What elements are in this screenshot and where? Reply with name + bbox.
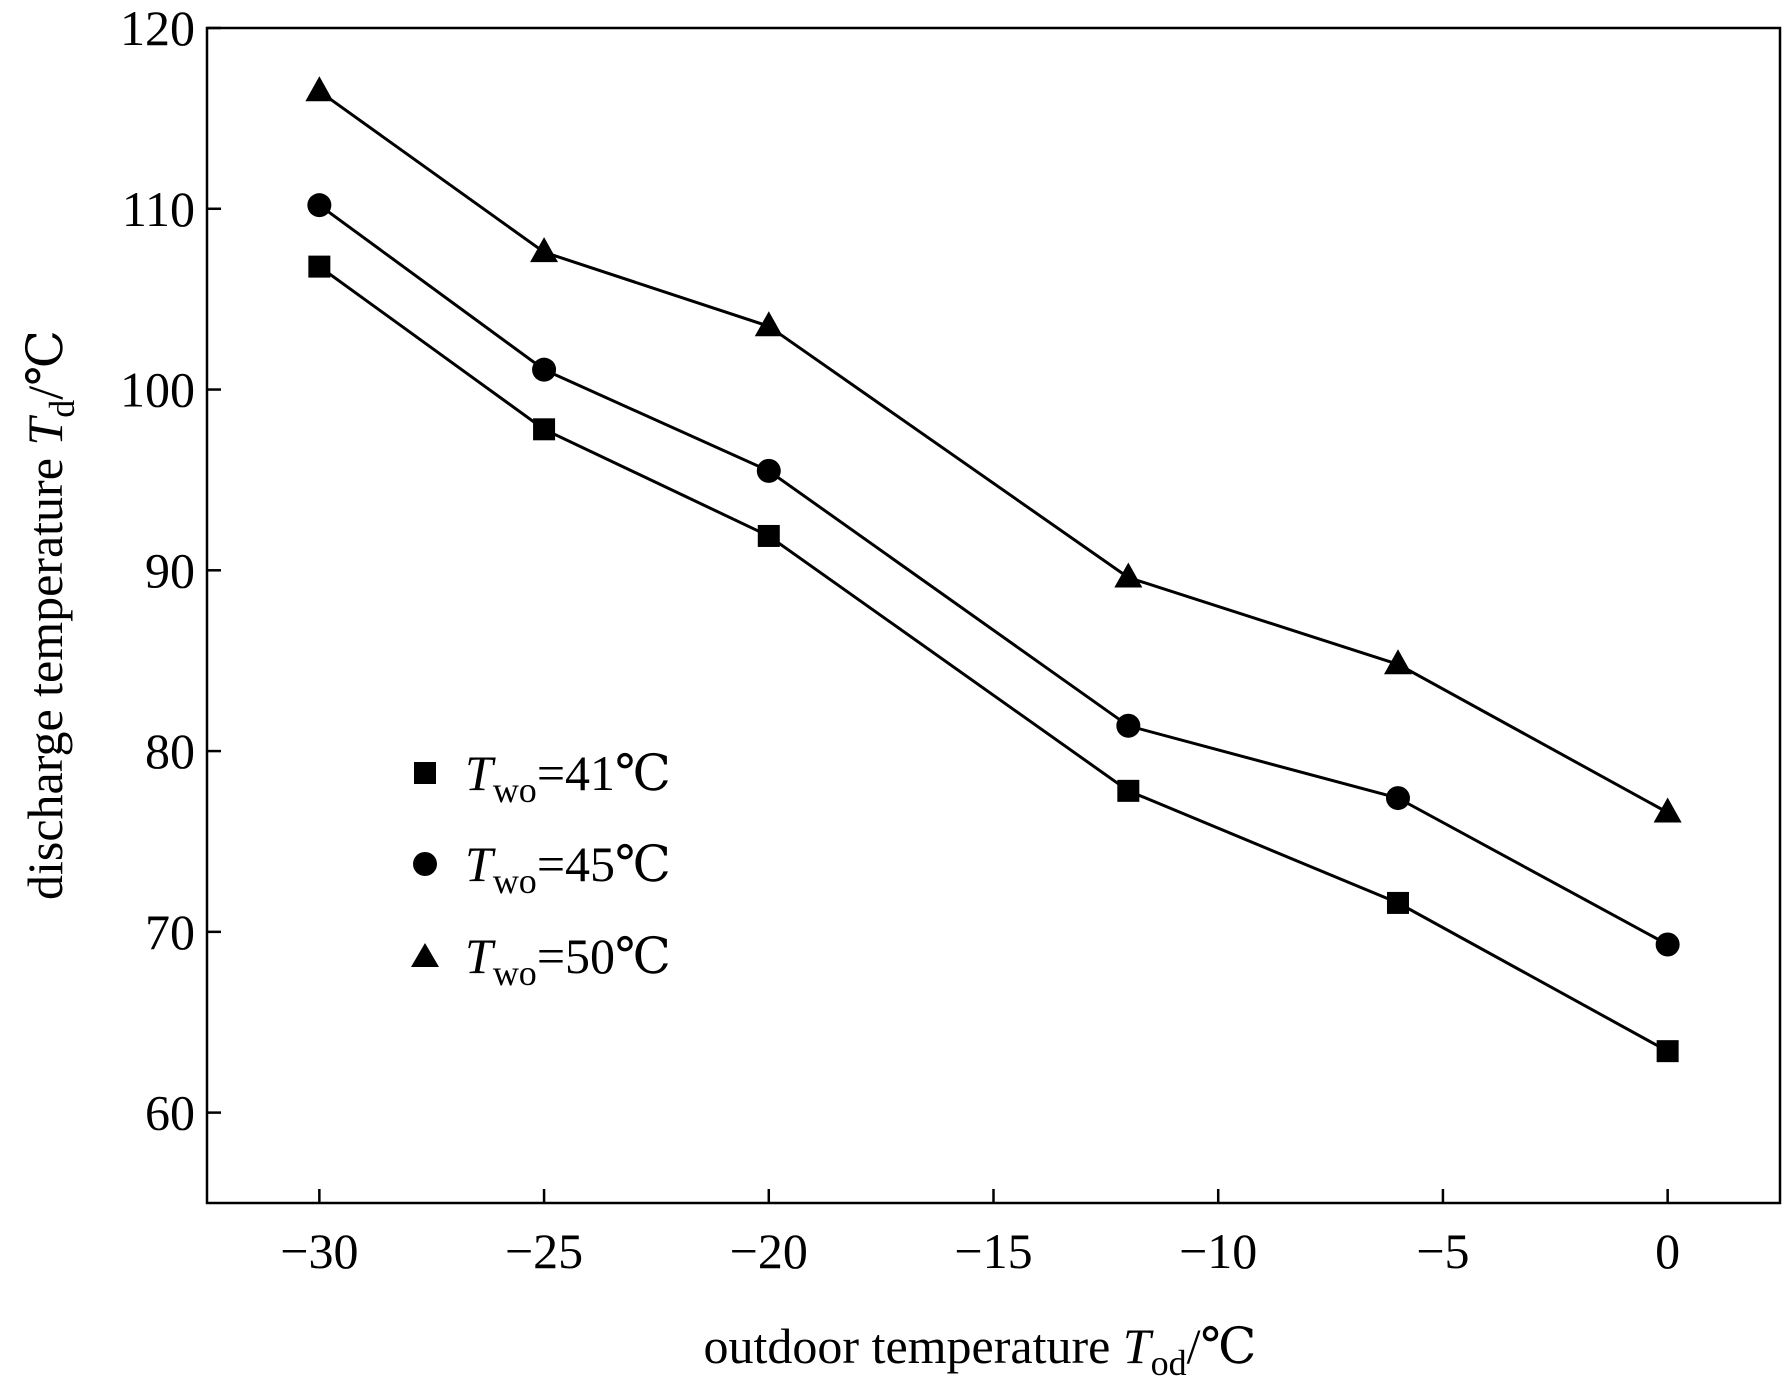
y-tick-label: 90 [145, 542, 195, 598]
legend-item-45: Two=45℃ [413, 836, 671, 901]
data-point-triangle [530, 237, 559, 263]
y-tick-label: 70 [145, 904, 195, 960]
series-line [318, 265, 1669, 1053]
data-point-square [1656, 1040, 1679, 1063]
y-axis-title-sub: d [42, 400, 82, 418]
x-tick-label: −10 [1179, 1223, 1257, 1279]
data-point-triangle [754, 311, 783, 337]
legend: Two=41℃ Two=45℃ Two=50℃ [411, 745, 671, 993]
data-point-triangle [305, 76, 334, 102]
y-axis-title-var: T [17, 415, 73, 446]
data-point-triangle [1114, 562, 1143, 588]
x-axis: −30 −25 −20 −15 −10 −5 0 [280, 1189, 1680, 1279]
data-point-triangle [1653, 797, 1682, 823]
legend-label-45: Two=45℃ [465, 836, 671, 901]
series-line [318, 203, 1669, 946]
data-point-triangle [1383, 649, 1412, 675]
x-axis-title-var: T [1123, 1318, 1154, 1374]
data-point-circle [532, 357, 557, 382]
y-axis-title-suffix: /℃ [17, 330, 73, 400]
x-tick-label: −15 [954, 1223, 1032, 1279]
legend-square-marker [414, 762, 436, 784]
x-axis-title-suffix: /℃ [1187, 1318, 1257, 1374]
data-point-circle [756, 458, 781, 483]
y-tick-label: 80 [145, 723, 195, 779]
x-axis-title-sub: od [1151, 1343, 1187, 1383]
x-axis-title: outdoor temperature Tod/℃ [704, 1318, 1257, 1383]
y-tick-label: 120 [120, 0, 195, 56]
data-point-square [308, 255, 331, 278]
data-point-square [1386, 891, 1409, 914]
y-tick-label: 60 [145, 1085, 195, 1141]
x-tick-label: 0 [1655, 1223, 1680, 1279]
data-point-square [757, 524, 780, 547]
series-layer [305, 76, 1682, 1063]
data-point-circle [1385, 786, 1410, 811]
y-axis-title-prefix: discharge temperature [17, 446, 73, 900]
y-tick-label: 100 [120, 362, 195, 418]
data-point-square [1117, 779, 1140, 802]
y-axis-title: discharge temperature Td/℃ [17, 330, 82, 900]
x-axis-title-prefix: outdoor temperature [704, 1318, 1123, 1374]
series-line [318, 90, 1669, 814]
x-tick-label: −5 [1416, 1223, 1469, 1279]
plot-frame [205, 26, 1782, 1205]
data-point-circle [1116, 713, 1141, 738]
legend-item-50: Two=50℃ [411, 928, 671, 993]
legend-triangle-marker [411, 943, 439, 967]
data-point-circle [307, 193, 332, 218]
legend-label-50: Two=50℃ [465, 928, 671, 993]
legend-item-41: Two=41℃ [414, 745, 671, 810]
data-point-square [533, 418, 556, 441]
y-tick-label: 110 [122, 181, 195, 237]
y-axis: 60 70 80 90 100 110 120 [120, 0, 221, 1141]
x-tick-label: −20 [730, 1223, 808, 1279]
x-tick-label: −30 [280, 1223, 358, 1279]
legend-label-41: Two=41℃ [465, 745, 671, 810]
x-tick-label: −25 [505, 1223, 583, 1279]
data-point-circle [1655, 932, 1680, 957]
legend-circle-marker [413, 852, 437, 876]
